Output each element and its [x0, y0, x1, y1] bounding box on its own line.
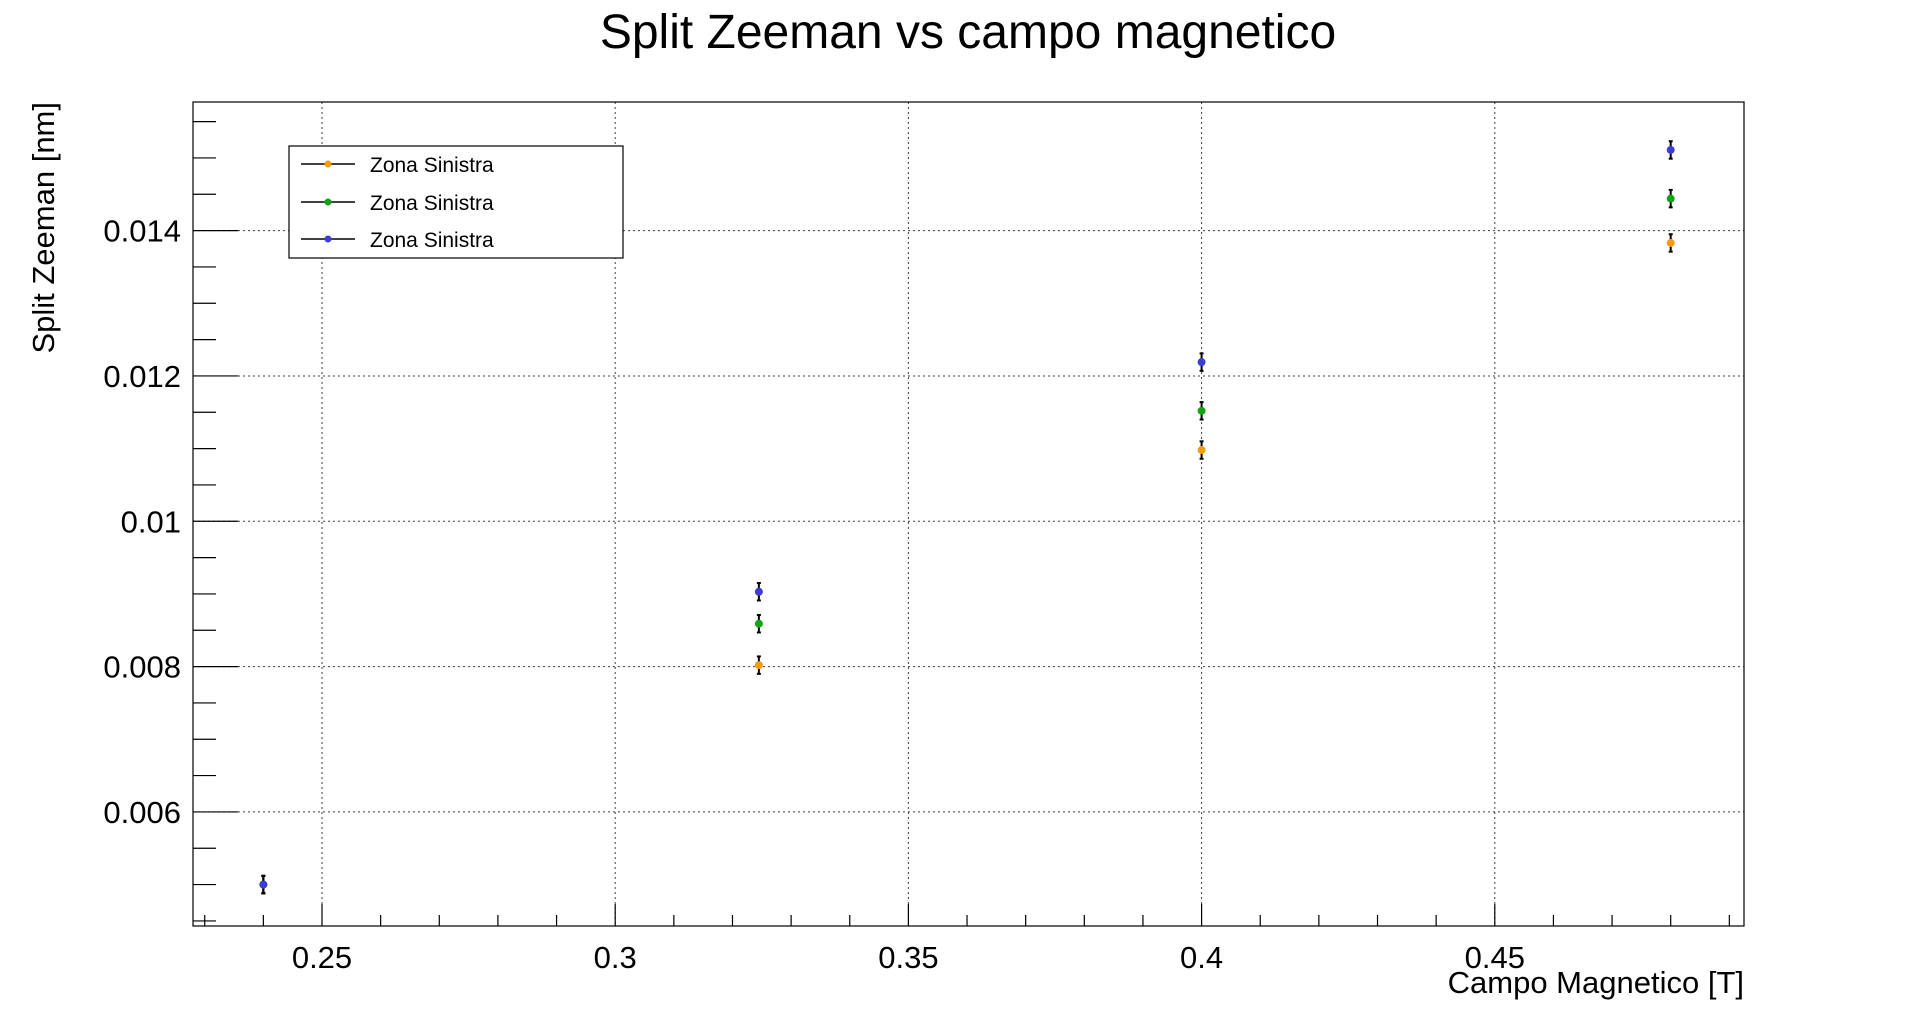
- x-tick-label: 0.25: [292, 940, 352, 975]
- legend-entry: Zona Sinistra: [301, 192, 494, 215]
- legend-label-2: Zona Sinistra: [370, 192, 494, 215]
- legend: Zona Sinistra Zona Sinistra Zona Sinistr…: [288, 145, 624, 259]
- x-tick-label: 0.45: [1465, 940, 1525, 975]
- data-point: [1666, 238, 1675, 247]
- y-tick-labels: 0.006 0.008 0.01 0.012 0.014: [103, 214, 181, 830]
- data-point: [754, 619, 763, 628]
- x-tick-label: 0.35: [878, 940, 938, 975]
- axis-ticks: [193, 121, 1730, 926]
- y-axis-label: Split Zeeman [nm]: [26, 102, 61, 354]
- y-tick-label: 0.006: [103, 795, 181, 830]
- x-axis-label: Campo Magnetico [T]: [1448, 965, 1744, 1000]
- y-tick-label: 0.01: [121, 504, 181, 539]
- data-point: [754, 587, 763, 596]
- legend-entry: Zona Sinistra: [301, 154, 494, 177]
- legend-marker-3: [324, 235, 332, 243]
- data-point: [1197, 406, 1206, 415]
- legend-marker-2: [324, 198, 332, 206]
- legend-label-1: Zona Sinistra: [370, 154, 494, 177]
- y-tick-label: 0.014: [103, 214, 181, 249]
- data-point: [1197, 446, 1206, 455]
- plot-frame: [192, 101, 1745, 927]
- data-points: [259, 140, 1675, 895]
- data-point: [1197, 358, 1206, 367]
- data-point: [1666, 145, 1675, 154]
- data-point: [754, 661, 763, 670]
- y-tick-label: 0.012: [103, 359, 181, 394]
- legend-label-3: Zona Sinistra: [370, 229, 494, 252]
- x-tick-labels: 0.25 0.3 0.35 0.4 0.45: [292, 940, 1525, 975]
- grid-lines: [193, 102, 1744, 926]
- x-tick-label: 0.3: [594, 940, 637, 975]
- legend-marker-1: [324, 160, 332, 168]
- data-point: [1666, 194, 1675, 203]
- series-3: [259, 140, 1675, 895]
- x-tick-label: 0.4: [1180, 940, 1223, 975]
- data-point: [259, 880, 268, 889]
- y-tick-label: 0.008: [103, 650, 181, 685]
- chart-title: Split Zeeman vs campo magnetico: [600, 6, 1336, 59]
- legend-entry: Zona Sinistra: [301, 229, 494, 252]
